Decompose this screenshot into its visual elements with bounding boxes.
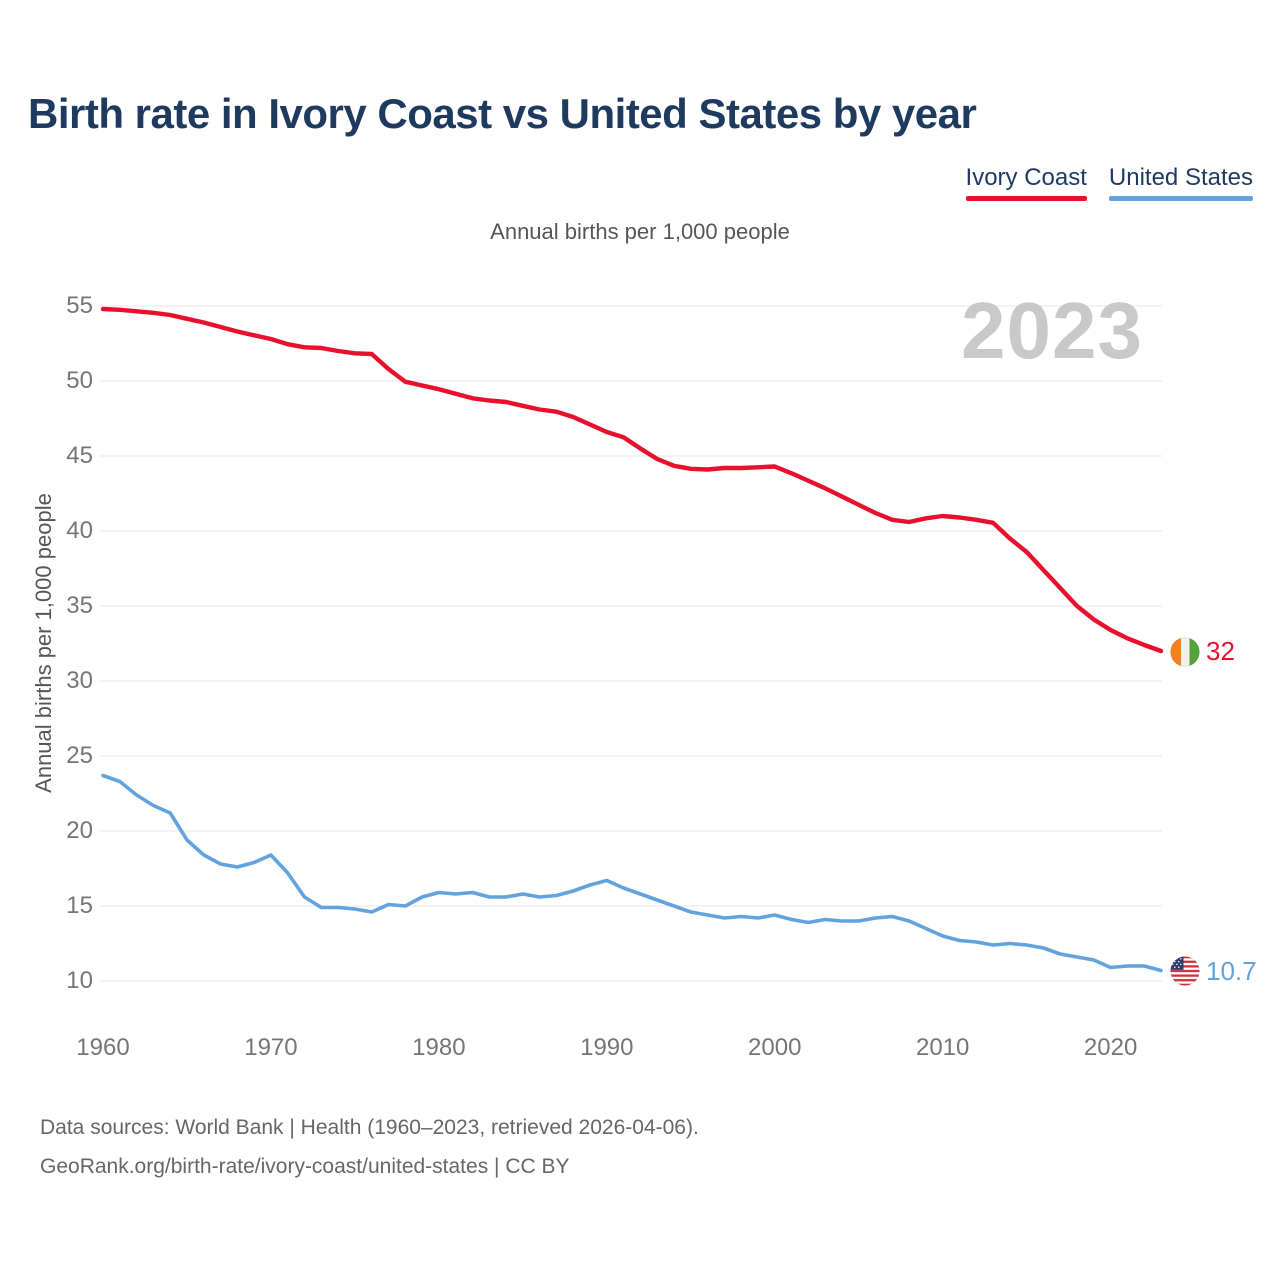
y-tick-label: 10 xyxy=(66,967,93,994)
y-tick-label: 45 xyxy=(66,442,93,469)
legend-swatch-ivory-coast xyxy=(965,196,1087,201)
y-tick-label: 25 xyxy=(66,742,93,769)
legend-label-ivory-coast: Ivory Coast xyxy=(965,164,1087,191)
x-tick-label: 1970 xyxy=(244,1034,298,1061)
legend-swatch-united-states xyxy=(1108,196,1253,201)
end-label-ivory-coast: 32 xyxy=(1170,636,1235,667)
legend-label-united-states: United States xyxy=(1108,164,1253,191)
y-tick-label: 35 xyxy=(66,592,93,619)
x-tick-label: 1990 xyxy=(580,1034,634,1061)
chart-subtitle: Annual births per 1,000 people xyxy=(490,219,790,244)
x-tick-label: 1980 xyxy=(412,1034,466,1061)
footer-data-sources: Data sources: World Bank | Health (1960–… xyxy=(40,1116,699,1139)
end-value-united-states: 10.7 xyxy=(1206,955,1257,986)
us-flag-icon xyxy=(1170,956,1200,986)
year-watermark: 2023 xyxy=(961,286,1143,375)
legend: Ivory Coast United States xyxy=(965,164,1253,201)
end-value-ivory-coast: 32 xyxy=(1206,636,1235,666)
y-tick-label: 20 xyxy=(66,817,93,844)
y-tick-label: 50 xyxy=(66,367,93,394)
y-tick-label: 40 xyxy=(66,517,93,544)
x-tick-label: 2010 xyxy=(915,1034,970,1061)
end-label-united-states: 10.7 xyxy=(1170,956,1257,987)
y-tick-label: 30 xyxy=(66,667,93,694)
y-tick-label: 15 xyxy=(66,892,93,919)
x-tick-label: 1960 xyxy=(76,1034,130,1061)
page-title: Birth rate in Ivory Coast vs United Stat… xyxy=(28,90,977,137)
footer-attribution: GeoRank.org/birth-rate/ivory-coast/unite… xyxy=(40,1155,570,1178)
legend-item-ivory-coast[interactable]: Ivory Coast xyxy=(965,164,1087,201)
footer: Data sources: World Bank | Health (1960–… xyxy=(40,1108,699,1186)
x-tick-label: 2020 xyxy=(1083,1034,1138,1061)
x-tick-label: 2000 xyxy=(748,1034,802,1061)
ivory-coast-flag-icon xyxy=(1170,636,1200,667)
legend-item-united-states[interactable]: United States xyxy=(1108,164,1253,201)
y-tick-label: 55 xyxy=(66,292,93,319)
